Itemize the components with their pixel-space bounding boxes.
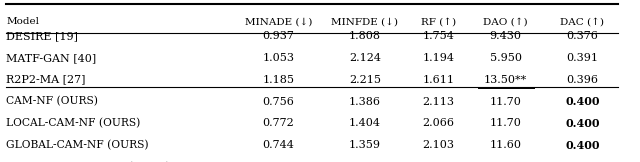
Text: LOCAL-CAM-NF (OURS): LOCAL-CAM-NF (OURS) [6, 118, 141, 129]
Text: 13.50**: 13.50** [484, 75, 527, 85]
Text: 1.808: 1.808 [349, 31, 381, 41]
Text: 0.772: 0.772 [262, 118, 294, 128]
Text: 1.185: 1.185 [262, 75, 294, 85]
Text: MINFDE (↓): MINFDE (↓) [332, 17, 398, 26]
Text: 2.124: 2.124 [349, 53, 381, 63]
Text: Model: Model [6, 17, 40, 26]
Text: 0.400: 0.400 [565, 118, 600, 129]
Text: 0.396: 0.396 [566, 75, 598, 85]
Text: GLOBAL-CAM-NF (OURS): GLOBAL-CAM-NF (OURS) [6, 140, 149, 150]
Text: 0.744: 0.744 [262, 140, 294, 150]
Text: 11.70: 11.70 [490, 97, 522, 107]
Text: 0.937: 0.937 [262, 31, 294, 41]
Text: 1.386: 1.386 [349, 97, 381, 107]
Text: 2.066: 2.066 [422, 118, 454, 128]
Text: 1.053: 1.053 [262, 53, 294, 63]
Text: DAO (↑): DAO (↑) [483, 17, 528, 26]
Text: DESIRE [19]: DESIRE [19] [6, 31, 79, 41]
Text: 0.376: 0.376 [566, 31, 598, 41]
Text: CAM-NF (OURS): CAM-NF (OURS) [6, 96, 99, 107]
Text: 1.404: 1.404 [349, 118, 381, 128]
Text: 1.194: 1.194 [422, 53, 454, 63]
Text: MATF-GAN [40]: MATF-GAN [40] [6, 53, 97, 63]
Text: 11.70: 11.70 [490, 118, 522, 128]
Text: 0.400: 0.400 [565, 96, 600, 107]
Text: 2.113: 2.113 [422, 97, 454, 107]
Text: 11.60: 11.60 [490, 140, 522, 150]
Text: 0.391: 0.391 [566, 53, 598, 63]
Text: 0.400: 0.400 [565, 140, 600, 151]
Text: RF (↑): RF (↑) [421, 17, 456, 26]
Text: 2.215: 2.215 [349, 75, 381, 85]
Text: DAC (↑): DAC (↑) [561, 17, 604, 26]
Text: 1.359: 1.359 [349, 140, 381, 150]
Text: MINADE (↓): MINADE (↓) [244, 17, 312, 26]
Text: 9.430: 9.430 [490, 31, 522, 41]
Text: 1.754: 1.754 [422, 31, 454, 41]
Text: 1.611: 1.611 [422, 75, 454, 85]
Text: 0.756: 0.756 [262, 97, 294, 107]
Text: 2.103: 2.103 [422, 140, 454, 150]
Text: R2P2-MA [27]: R2P2-MA [27] [6, 75, 86, 85]
Text: 5.950: 5.950 [490, 53, 522, 63]
